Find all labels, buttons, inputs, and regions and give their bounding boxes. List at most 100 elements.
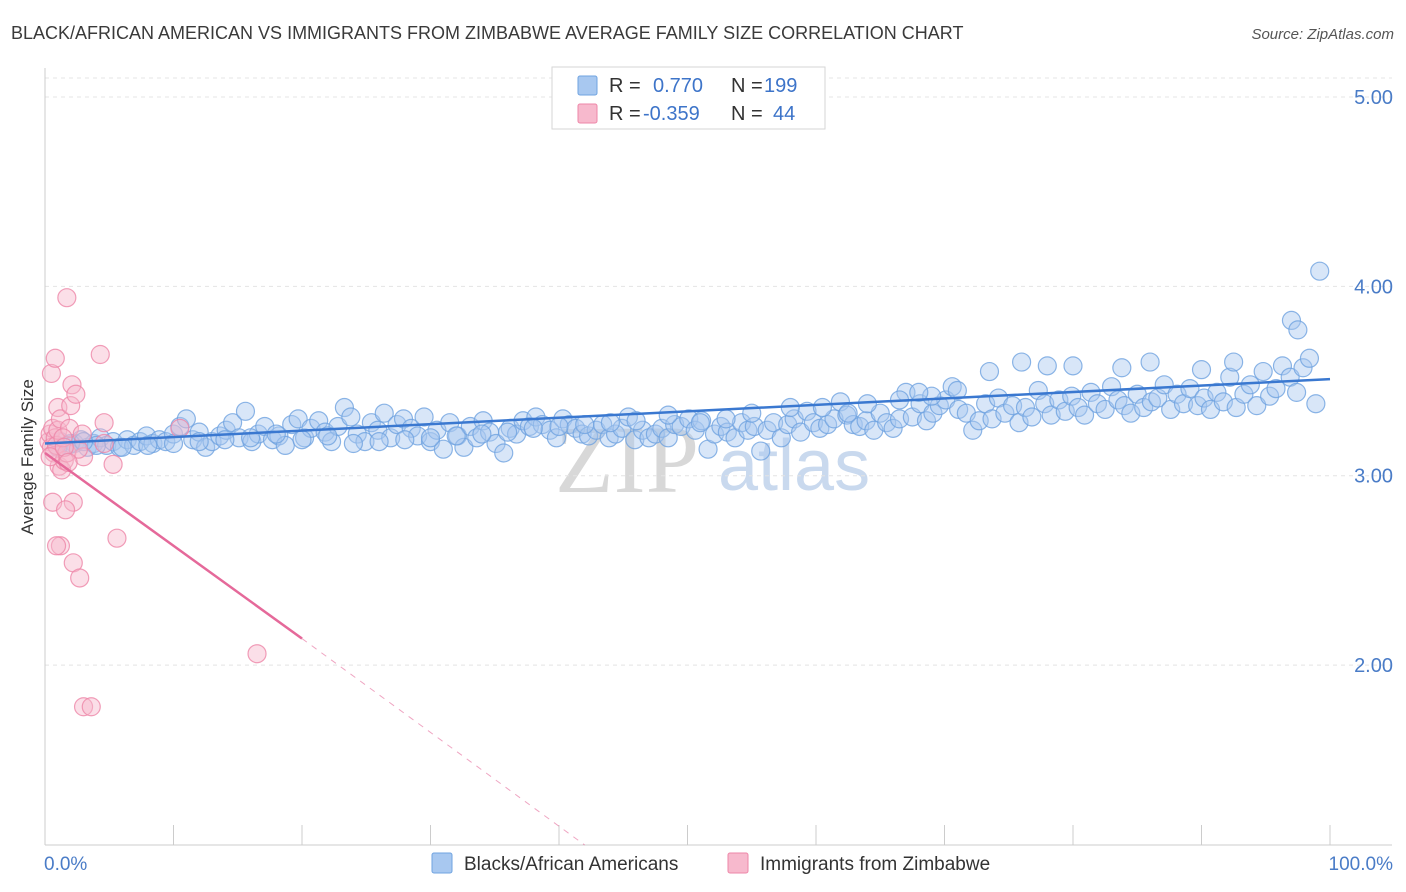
y-axis-label: Average Family Size	[18, 379, 37, 535]
point-immigrants-zimbabwe	[247, 644, 267, 664]
point-blacks-african-americans	[241, 428, 261, 448]
point-blacks-african-americans	[472, 424, 492, 444]
point-blacks-african-americans	[454, 437, 474, 457]
point-blacks-african-americans	[1220, 367, 1240, 387]
point-blacks-african-americans	[690, 413, 710, 433]
point-blacks-african-americans	[374, 403, 394, 423]
point-blacks-african-americans	[1260, 386, 1280, 406]
point-blacks-african-americans	[751, 441, 771, 461]
point-blacks-african-americans	[575, 414, 595, 435]
point-blacks-african-americans	[546, 428, 567, 448]
point-blacks-african-americans	[1112, 358, 1132, 378]
point-blacks-african-americans	[790, 422, 811, 442]
chart-source: Source: ZipAtlas.com	[1251, 26, 1394, 43]
point-blacks-african-americans	[1224, 352, 1244, 372]
point-immigrants-zimbabwe	[45, 348, 65, 368]
point-blacks-african-americans	[1049, 390, 1069, 410]
point-immigrants-zimbabwe	[46, 536, 67, 556]
point-immigrants-zimbabwe	[94, 413, 114, 433]
point-blacks-african-americans	[923, 403, 943, 423]
point-immigrants-zimbabwe	[170, 418, 190, 438]
legend-r-value-0: 0.770	[653, 75, 703, 97]
bottom-legend-swatch-blue	[431, 852, 453, 874]
point-blacks-african-americans	[1015, 397, 1036, 418]
point-blacks-african-americans	[420, 428, 441, 448]
point-blacks-african-americans	[341, 407, 361, 427]
legend-r-label-1: R =	[609, 103, 641, 125]
point-immigrants-zimbabwe	[73, 697, 94, 717]
point-blacks-african-americans	[526, 407, 546, 427]
point-blacks-african-americans	[446, 426, 466, 446]
point-blacks-african-americans	[1207, 382, 1227, 402]
point-blacks-african-americans	[292, 430, 312, 450]
point-immigrants-zimbabwe	[68, 439, 89, 459]
x-tick-label-min: 0.0%	[44, 854, 87, 875]
point-blacks-african-americans	[942, 377, 962, 397]
point-immigrants-zimbabwe	[62, 375, 82, 395]
point-blacks-african-americans	[334, 397, 355, 418]
point-blacks-african-americans	[347, 424, 367, 444]
point-blacks-african-americans	[138, 435, 158, 456]
axes	[44, 68, 1392, 846]
legend-swatch-blue	[577, 75, 598, 96]
point-blacks-african-americans	[369, 432, 389, 452]
point-immigrants-zimbabwe	[72, 424, 92, 444]
point-blacks-african-americans	[916, 411, 937, 431]
y-tick-labels: 2.00 3.00 4.00 5.00	[1354, 87, 1393, 677]
point-blacks-african-americans	[922, 386, 942, 406]
legend-swatch-pink	[577, 103, 598, 124]
point-blacks-african-americans	[963, 420, 983, 440]
legend-n-value-1: 44	[773, 103, 795, 125]
point-blacks-african-americans	[1234, 384, 1254, 404]
point-blacks-african-americans	[318, 426, 338, 446]
point-blacks-african-americans	[626, 411, 646, 431]
point-immigrants-zimbabwe	[94, 433, 114, 454]
trend-line-blue	[44, 377, 1331, 445]
point-blacks-african-americans	[1286, 382, 1307, 402]
series-immigrants-from-zimbabwe	[39, 288, 267, 717]
chart-title: BLACK/AFRICAN AMERICAN VS IMMIGRANTS FRO…	[11, 23, 963, 43]
y-tick-label: 3.00	[1354, 466, 1393, 488]
point-blacks-african-americans	[1247, 396, 1267, 416]
point-blacks-african-americans	[1266, 378, 1286, 399]
point-blacks-african-americans	[433, 439, 453, 459]
point-immigrants-zimbabwe	[107, 528, 127, 548]
point-blacks-african-americans	[909, 382, 929, 402]
point-blacks-african-americans	[1037, 356, 1057, 376]
point-immigrants-zimbabwe	[55, 500, 76, 520]
point-blacks-african-americans	[870, 403, 890, 423]
point-immigrants-zimbabwe	[81, 697, 101, 717]
point-blacks-african-americans	[1310, 261, 1330, 281]
point-blacks-african-americans	[1288, 320, 1308, 340]
point-blacks-african-americans	[1011, 352, 1032, 372]
point-blacks-african-americans	[671, 416, 691, 437]
series-blacks-african-americans	[48, 261, 1330, 463]
point-immigrants-zimbabwe	[103, 454, 123, 474]
point-blacks-african-americans	[1095, 399, 1115, 420]
point-blacks-african-americans	[1180, 378, 1200, 399]
point-immigrants-zimbabwe	[41, 363, 62, 384]
trend-line-pink-extension	[301, 638, 585, 846]
point-blacks-african-americans	[812, 397, 833, 418]
x-tick-labels: 0.0% 100.0%	[44, 854, 1393, 875]
point-blacks-african-americans	[498, 422, 518, 442]
point-immigrants-zimbabwe	[57, 288, 77, 308]
bottom-legend-label-1: Immigrants from Zimbabwe	[760, 854, 990, 875]
point-blacks-african-americans	[1253, 361, 1273, 382]
point-immigrants-zimbabwe	[70, 568, 90, 588]
x-tick-label-max: 100.0%	[1329, 854, 1394, 875]
point-blacks-african-americans	[1293, 358, 1313, 378]
legend-r-label-0: R =	[609, 75, 641, 97]
point-blacks-african-americans	[632, 420, 653, 440]
point-blacks-african-americans	[112, 437, 132, 457]
point-blacks-african-americans	[343, 433, 363, 454]
grid-lines	[45, 77, 1392, 666]
point-blacks-african-americans	[979, 361, 1000, 382]
point-blacks-african-americans	[266, 424, 286, 444]
point-immigrants-zimbabwe	[63, 492, 83, 512]
point-blacks-african-americans	[494, 443, 514, 463]
point-blacks-african-americans	[883, 418, 903, 438]
point-blacks-african-americans	[600, 413, 621, 433]
point-blacks-african-americans	[1272, 356, 1293, 376]
